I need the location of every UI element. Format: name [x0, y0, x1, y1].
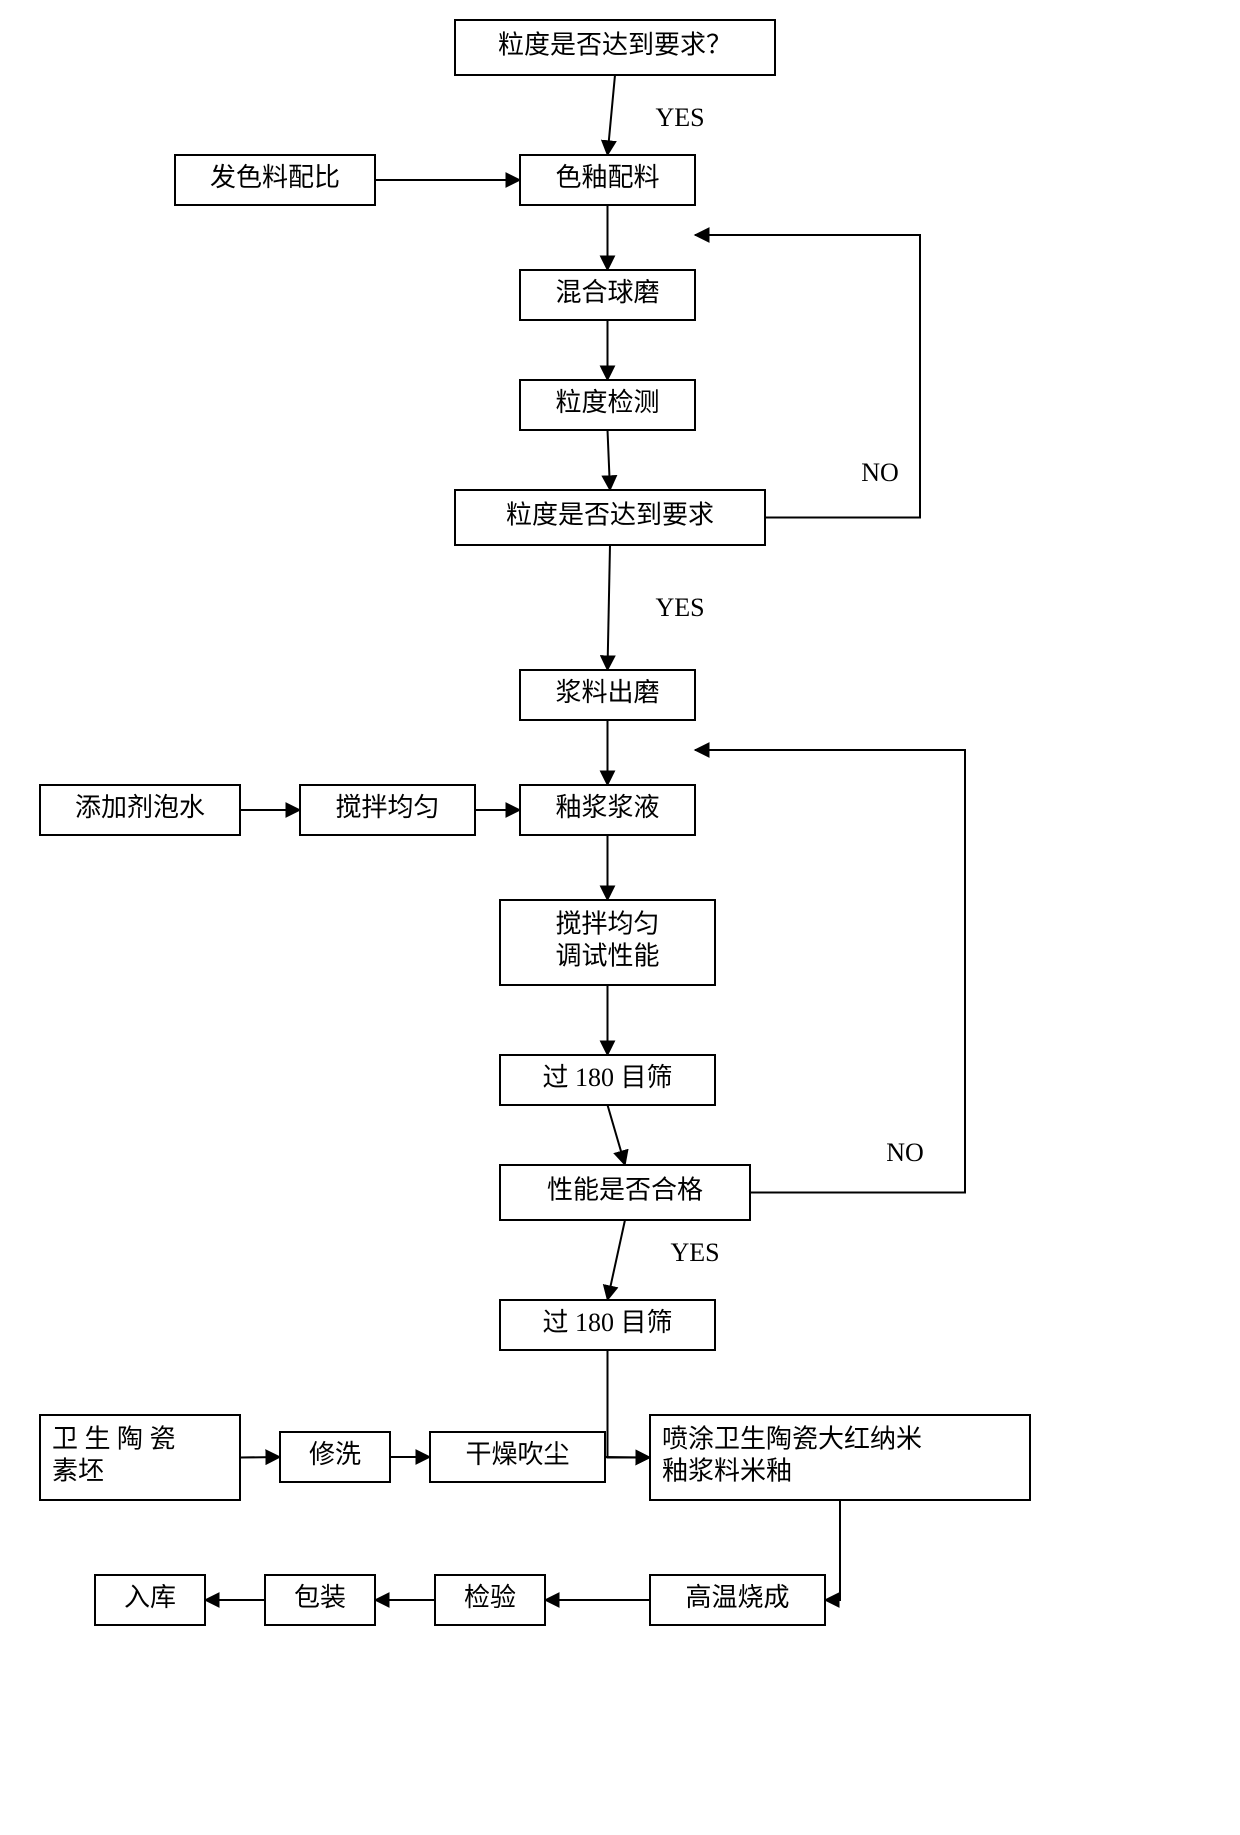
flow-node: 入库 — [95, 1575, 205, 1625]
flow-edge-label: YES — [670, 1238, 719, 1267]
flow-edge — [825, 1500, 840, 1600]
flow-node-label: 过 180 目筛 — [542, 1063, 672, 1092]
flow-edge-label: NO — [886, 1138, 924, 1167]
flow-node-label: 釉浆浆液 — [555, 793, 659, 822]
flow-edge — [608, 430, 611, 490]
flow-edge-label: YES — [655, 593, 704, 622]
flow-edge — [608, 1350, 651, 1458]
flow-node: 喷涂卫生陶瓷大红纳米釉浆料米釉 — [650, 1415, 1030, 1500]
flow-node-label: 干燥吹尘 — [465, 1440, 569, 1469]
flow-edge — [240, 1457, 280, 1458]
flow-edge — [608, 1220, 626, 1300]
flow-node: 色釉配料 — [520, 155, 695, 205]
flow-node-label: 粒度检测 — [555, 388, 659, 417]
flow-node: 混合球磨 — [520, 270, 695, 320]
flow-node-label: 搅拌均匀 — [335, 793, 439, 822]
flow-node-label: 过 180 目筛 — [542, 1308, 672, 1337]
flow-node: 包装 — [265, 1575, 375, 1625]
flow-node-label: 粒度是否达到要求 — [506, 500, 714, 529]
flow-node: 粒度是否达到要求？ — [455, 20, 775, 75]
flow-node: 粒度是否达到要求 — [455, 490, 765, 545]
flow-node: 发色料配比 — [175, 155, 375, 205]
flow-node-label: 混合球磨 — [555, 278, 659, 307]
flow-node: 高温烧成 — [650, 1575, 825, 1625]
flow-node: 过 180 目筛 — [500, 1055, 715, 1105]
flow-node-label: 添加剂泡水 — [75, 793, 205, 822]
flow-node-label: 浆料出磨 — [555, 678, 659, 707]
flow-node: 干燥吹尘 — [430, 1432, 605, 1482]
flow-node: 粒度检测 — [520, 380, 695, 430]
flow-node: 检验 — [435, 1575, 545, 1625]
flow-node-label: 粒度是否达到要求？ — [498, 30, 732, 59]
flow-edge-label: NO — [861, 458, 899, 487]
flow-node-label: 搅拌均匀 — [555, 909, 659, 938]
flow-node: 修洗 — [280, 1432, 390, 1482]
flow-node: 搅拌均匀调试性能 — [500, 900, 715, 985]
flow-node: 添加剂泡水 — [40, 785, 240, 835]
flow-node-label: 素坯 — [52, 1456, 104, 1485]
flow-node-label: 入库 — [124, 1583, 176, 1612]
flow-node-label: 调试性能 — [555, 941, 659, 970]
nodes-layer: 粒度是否达到要求？ 发色料配比 色釉配料混合球磨粒度检测粒度是否达到要求浆料出磨添加… — [40, 20, 1030, 1625]
flow-node-label: 高温烧成 — [685, 1583, 789, 1612]
flow-node-label: 卫 生 陶 瓷 — [52, 1424, 176, 1453]
flow-node-label: 检验 — [464, 1583, 516, 1612]
flow-edge — [695, 750, 965, 1193]
flow-node-label: 包装 — [294, 1583, 346, 1612]
flow-node: 卫 生 陶 瓷素坯 — [40, 1415, 240, 1500]
flow-edge — [608, 545, 611, 670]
flow-node-label: 喷涂卫生陶瓷大红纳米 — [662, 1424, 922, 1453]
flow-node-label: 色釉配料 — [555, 163, 659, 192]
flow-node-label: 釉浆料米釉 — [662, 1456, 792, 1485]
flow-edge-label: YES — [655, 103, 704, 132]
flow-node: 过 180 目筛 — [500, 1300, 715, 1350]
flow-node-label: 发色料配比 — [210, 163, 340, 192]
flow-node-label: 性能是否合格 — [547, 1175, 703, 1204]
flow-edge — [605, 1457, 650, 1458]
flow-node: 性能是否合格 — [500, 1165, 750, 1220]
flow-node: 搅拌均匀 — [300, 785, 475, 835]
flowchart-canvas: 粒度是否达到要求？ 发色料配比 色釉配料混合球磨粒度检测粒度是否达到要求浆料出磨添加… — [0, 0, 1240, 1835]
flow-node-label: 修洗 — [309, 1440, 361, 1469]
flow-node: 釉浆浆液 — [520, 785, 695, 835]
flow-edge — [608, 75, 616, 155]
flow-edge — [608, 1105, 626, 1165]
flow-node: 浆料出磨 — [520, 670, 695, 720]
